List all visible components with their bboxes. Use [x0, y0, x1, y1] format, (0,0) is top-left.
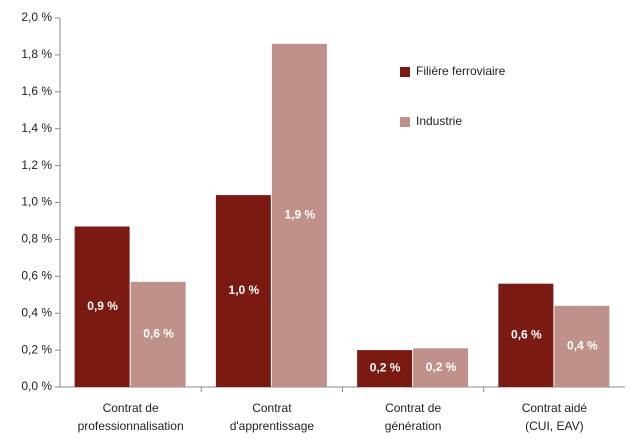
- bar: [215, 195, 271, 387]
- y-tick-label: 1,4 %: [21, 121, 52, 135]
- value-label: 0,9 %: [87, 299, 118, 313]
- y-tick-label: 1,6 %: [21, 84, 52, 98]
- x-tick-label: Contrat de génération: [385, 401, 442, 433]
- x-tick-label: Contrat aidé (CUI, EAV): [522, 401, 588, 433]
- x-tick-line: Contrat aidé: [522, 401, 588, 415]
- value-label: 0,2 %: [426, 360, 457, 374]
- legend-swatch: [400, 117, 410, 127]
- bar: [357, 350, 413, 387]
- value-label: 0,6 %: [511, 328, 542, 342]
- y-tick-label: 1,0 %: [21, 195, 52, 209]
- x-tick-line: d'apprentissage: [230, 419, 315, 433]
- x-tick-line: professionnalisation: [78, 419, 184, 433]
- bar: [498, 283, 554, 387]
- y-tick-label: 0,0 %: [21, 379, 52, 393]
- value-label: 0,4 %: [567, 339, 598, 353]
- x-tick-line: Contrat de: [103, 401, 159, 415]
- value-label: 0,2 %: [370, 361, 401, 375]
- legend-label: Industrie: [416, 114, 462, 128]
- value-label: 0,6 %: [143, 327, 174, 341]
- legend-label: Filière ferroviaire: [416, 64, 506, 78]
- value-label: 1,9 %: [285, 208, 316, 222]
- bar: [271, 43, 327, 388]
- x-tick-label: Contrat d'apprentissage: [230, 401, 315, 433]
- bar: [74, 226, 130, 387]
- bar: [413, 348, 469, 387]
- x-tick-line: (CUI, EAV): [525, 419, 583, 433]
- y-tick-label: 0,8 %: [21, 232, 52, 246]
- y-tick-label: 0,6 %: [21, 268, 52, 282]
- x-tick-label: Contrat de professionnalisation: [78, 401, 184, 433]
- legend-swatch: [400, 67, 410, 77]
- bar: [554, 305, 610, 387]
- x-tick-line: Contrat de: [385, 401, 441, 415]
- y-tick-label: 2,0 %: [21, 10, 52, 24]
- value-label: 1,0 %: [229, 283, 260, 297]
- x-tick-line: génération: [385, 419, 442, 433]
- bar: [130, 281, 186, 387]
- y-tick-label: 1,8 %: [21, 47, 52, 61]
- y-tick-label: 1,2 %: [21, 158, 52, 172]
- x-tick-line: Contrat: [252, 401, 292, 415]
- y-tick-label: 0,4 %: [21, 305, 52, 319]
- y-tick-label: 0,2 %: [21, 342, 52, 356]
